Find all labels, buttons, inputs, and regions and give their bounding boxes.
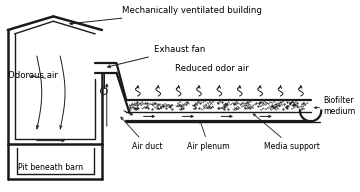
- Text: Pit beneath barn: Pit beneath barn: [18, 163, 83, 172]
- Text: Exhaust fan: Exhaust fan: [108, 45, 205, 68]
- Text: Mechanically ventilated building: Mechanically ventilated building: [70, 6, 262, 25]
- Text: Media support: Media support: [253, 114, 320, 151]
- Text: Odorous air: Odorous air: [8, 71, 58, 80]
- Text: Biofilter
medium: Biofilter medium: [323, 96, 355, 116]
- Text: Air duct: Air duct: [121, 117, 163, 151]
- Text: Air plenum: Air plenum: [187, 121, 230, 151]
- Text: Reduced odor air: Reduced odor air: [175, 64, 248, 73]
